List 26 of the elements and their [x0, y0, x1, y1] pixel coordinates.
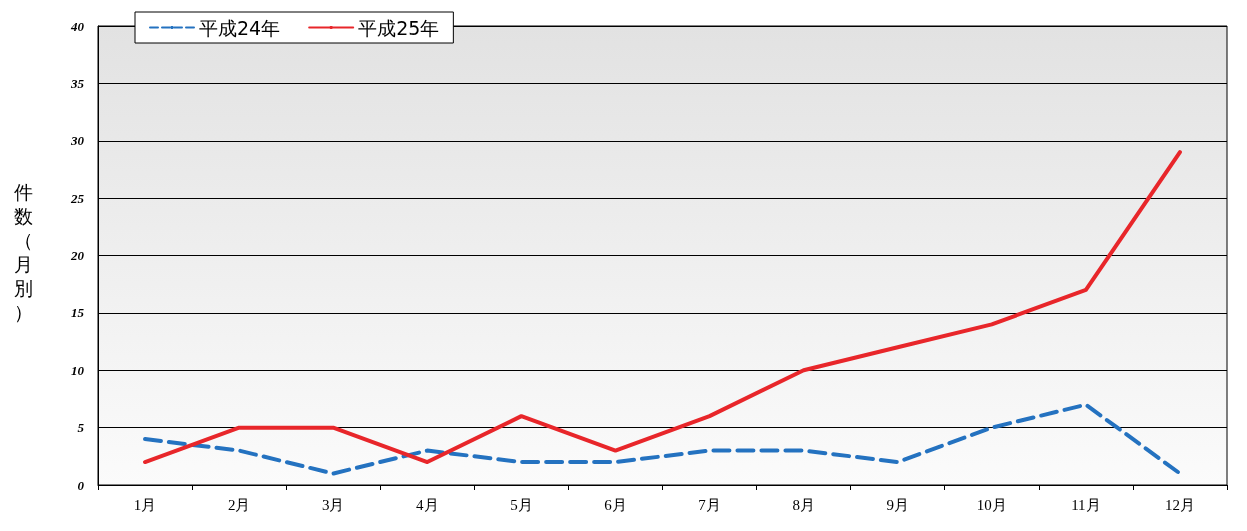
x-tick-label: 9月: [886, 496, 909, 513]
y-tick-label: 5: [77, 420, 85, 436]
y-axis-title: 件数（月別）: [14, 181, 33, 323]
x-tick-label: 10月: [976, 496, 1007, 513]
line-series: [143, 150, 1182, 465]
x-tick-label: 2月: [227, 496, 251, 513]
x-tick-label: 4月: [416, 496, 439, 513]
legend-label: 平成24年: [199, 16, 281, 39]
y-tick-label: 40: [70, 18, 85, 34]
x-tick-label: 1月: [133, 496, 157, 513]
y-tick-label: 15: [71, 305, 85, 321]
y-tick-label: 30: [70, 133, 85, 149]
line-series: [143, 402, 1182, 476]
x-tick-label: 12月: [1164, 496, 1195, 513]
x-tick-label: 8月: [792, 496, 815, 513]
x-tick-label: 6月: [604, 496, 627, 513]
legend-label: 平成25年: [358, 16, 440, 39]
y-tick-label: 25: [70, 190, 85, 206]
y-tick-label: 10: [71, 362, 85, 378]
y-tick-label: 20: [70, 248, 85, 263]
x-tick-label: 7月: [698, 496, 721, 513]
y-tick-label: 0: [77, 477, 85, 493]
x-tick-label: 11月: [1071, 496, 1101, 513]
x-tick-label: 5月: [510, 496, 533, 513]
y-tick-label: 35: [70, 75, 85, 91]
x-tick-label: 3月: [321, 496, 345, 513]
